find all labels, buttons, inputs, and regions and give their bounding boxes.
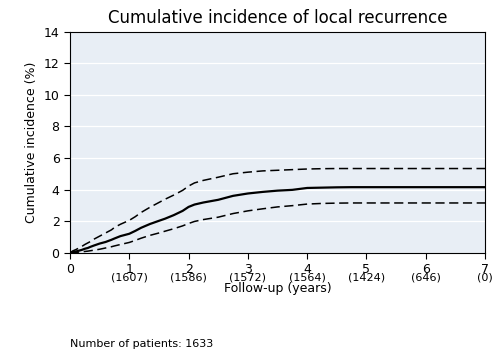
Text: (1607): (1607) — [111, 272, 148, 282]
Title: Cumulative incidence of local recurrence: Cumulative incidence of local recurrence — [108, 9, 448, 27]
Y-axis label: Cumulative incidence (%): Cumulative incidence (%) — [25, 61, 38, 223]
Text: Number of patients: 1633: Number of patients: 1633 — [70, 339, 213, 349]
Text: (1572): (1572) — [230, 272, 266, 282]
Text: (1424): (1424) — [348, 272, 385, 282]
Text: (0): (0) — [477, 272, 493, 282]
X-axis label: Follow-up (years): Follow-up (years) — [224, 282, 332, 295]
Text: (1564): (1564) — [288, 272, 326, 282]
Text: (646): (646) — [411, 272, 440, 282]
Text: (1586): (1586) — [170, 272, 207, 282]
